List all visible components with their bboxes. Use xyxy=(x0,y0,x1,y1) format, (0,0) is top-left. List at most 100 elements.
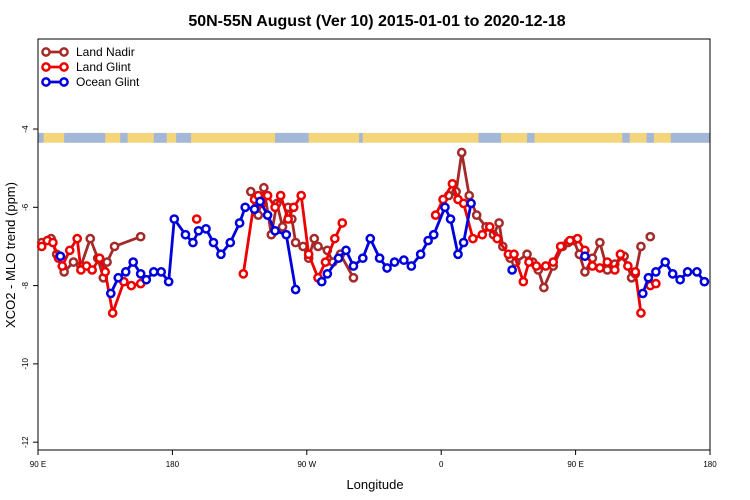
land-glint-point xyxy=(484,222,495,232)
land-glint-point xyxy=(64,245,75,256)
land-glint-point xyxy=(572,233,583,244)
x-tick-label: 180 xyxy=(703,460,717,469)
ocean-glint-point xyxy=(322,269,333,279)
legend-item-land-glint: Land Glint xyxy=(41,60,131,74)
ocean-glint-point xyxy=(341,245,351,256)
ocean-glint-point xyxy=(374,253,385,264)
land-strip-band xyxy=(38,132,710,143)
land-glint-point xyxy=(636,308,646,318)
ocean-glint-point xyxy=(281,229,292,240)
ocean-glint-point xyxy=(135,269,146,279)
ocean-strip-segment xyxy=(38,132,44,143)
ocean-glint-point xyxy=(156,267,167,277)
ocean-strip-segment xyxy=(670,132,710,143)
ocean-glint-point xyxy=(675,274,685,285)
land-nadir-point xyxy=(595,237,605,248)
ocean-glint-point xyxy=(667,269,678,279)
land-glint-point xyxy=(36,241,47,252)
chart-title: 50N-55N August (Ver 10) 2015-01-01 to 20… xyxy=(188,13,565,30)
ocean-glint-point xyxy=(466,198,476,209)
land-glint-point xyxy=(458,198,469,209)
legend-marker xyxy=(41,77,51,87)
land-nadir-point xyxy=(245,186,256,197)
ocean-glint-point xyxy=(365,233,376,244)
ocean-glint-point xyxy=(270,225,280,236)
series-ocean-glint xyxy=(55,196,710,299)
x-axis-label: Longitude xyxy=(346,477,403,492)
land-glint-point xyxy=(430,210,441,220)
y-axis: -4 -6 -8 -10 -12 xyxy=(21,125,38,448)
land-glint-point xyxy=(296,190,307,201)
ocean-glint-point xyxy=(249,204,260,215)
land-glint-point xyxy=(191,214,202,224)
ocean-strip-segment xyxy=(120,132,128,143)
land-nadir-point xyxy=(277,222,288,232)
ocean-glint-point xyxy=(699,276,710,287)
ocean-glint-point xyxy=(348,261,359,271)
ocean-glint-point xyxy=(682,267,693,277)
ocean-glint-point xyxy=(188,237,198,248)
land-nadir-point xyxy=(348,272,359,283)
land-glint-point xyxy=(651,278,661,289)
land-glint-point xyxy=(615,249,626,260)
ocean-glint-point xyxy=(333,253,344,264)
land-nadir-point xyxy=(109,241,120,252)
x-tick-label: 90 E xyxy=(567,460,583,469)
ocean-strip-segment xyxy=(275,132,309,143)
land-nadir-point xyxy=(471,210,482,220)
land-glint-point xyxy=(94,253,105,264)
ocean-glint-point xyxy=(316,276,327,287)
x-tick-label: 180 xyxy=(166,460,180,469)
ocean-strip-segment xyxy=(359,132,363,143)
land-nadir-point xyxy=(636,241,646,252)
y-tick-label: -10 xyxy=(21,358,30,370)
land-glint-point xyxy=(468,233,478,244)
x-axis: 90 E 180 90 W 0 90 E 180 xyxy=(30,450,717,469)
land-glint-point xyxy=(270,202,280,213)
land-glint-point xyxy=(595,263,605,273)
ocean-glint-point xyxy=(163,276,174,287)
land-glint-point xyxy=(477,229,488,240)
ocean-strip-segment xyxy=(64,132,106,143)
ocean-glint-point xyxy=(148,267,159,277)
ocean-glint-point xyxy=(234,218,245,228)
legend-item-land-nadir: Land Nadir xyxy=(41,45,135,59)
land-nadir-point xyxy=(645,231,656,242)
ocean-glint-point xyxy=(290,284,301,295)
ocean-glint-point xyxy=(208,237,219,248)
ocean-glint-point xyxy=(399,255,409,266)
ocean-glint-point xyxy=(225,237,236,248)
land-nadir-point xyxy=(602,265,613,275)
x-tick-label: 90 E xyxy=(30,460,46,469)
land-nadir-point xyxy=(85,233,96,244)
land-ocean-strip xyxy=(38,132,710,143)
land-glint-point xyxy=(100,267,111,277)
land-glint-point xyxy=(509,249,519,260)
ocean-glint-point xyxy=(262,210,273,220)
legend-marker xyxy=(41,47,51,57)
land-glint-point xyxy=(602,257,613,267)
land-glint-point xyxy=(524,257,534,267)
ocean-glint-point xyxy=(55,251,66,262)
land-glint-point xyxy=(609,265,620,275)
ocean-glint-point xyxy=(216,249,226,260)
land-glint-point xyxy=(555,241,566,252)
legend-item-ocean-glint: Ocean Glint xyxy=(41,75,140,89)
series-land-glint xyxy=(36,178,661,318)
land-nadir-point xyxy=(522,249,532,260)
y-tick-label: -12 xyxy=(21,436,30,448)
land-glint-point xyxy=(623,261,633,271)
ocean-glint-point xyxy=(692,267,702,277)
land-glint-point xyxy=(126,280,137,291)
land-nadir-point xyxy=(290,237,301,248)
land-glint-point xyxy=(531,261,542,271)
land-glint-point xyxy=(548,257,559,267)
land-glint-point xyxy=(107,308,118,318)
land-nadir-point xyxy=(494,218,504,228)
land-nadir-point xyxy=(259,182,269,193)
ocean-glint-point xyxy=(428,229,439,240)
land-glint-point xyxy=(275,190,286,201)
ocean-glint-point xyxy=(141,274,152,285)
ocean-glint-point xyxy=(193,225,204,236)
